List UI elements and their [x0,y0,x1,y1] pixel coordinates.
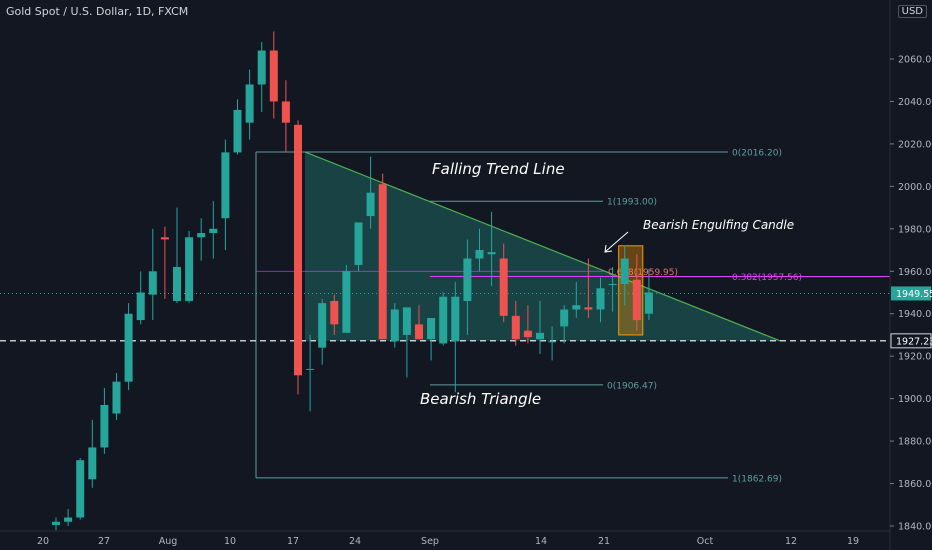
annotation-bearish-engulfing: Bearish Engulfing Candle [643,218,795,232]
candle-body[interactable] [390,309,399,342]
y-tick-label: 2020.00 [898,139,932,150]
candle-body[interactable] [88,447,97,480]
candle-body[interactable] [596,288,605,310]
annotation-arrow [604,231,629,253]
candle-body[interactable] [536,332,544,340]
candle-body[interactable] [330,300,339,325]
currency-badge[interactable]: USD [897,5,927,18]
y-tick-label: 2040.00 [898,97,932,108]
candle-body[interactable] [294,124,302,376]
fib-label: 1(1862.69) [732,474,782,484]
candle-body[interactable] [281,101,290,123]
candle-body[interactable] [245,84,254,123]
candle-body[interactable] [439,296,448,344]
candle-body[interactable] [487,252,496,255]
y-tick-label: 2060.00 [898,55,932,66]
candle-body[interactable] [560,309,569,327]
candle-body[interactable] [112,381,121,414]
x-tick-label: 12 [785,536,797,547]
candle-body[interactable] [233,109,242,153]
candle-body[interactable] [463,258,472,301]
x-tick-label: 14 [535,536,547,547]
price-label: 1927.23 [896,336,932,347]
y-tick-label: 1860.00 [898,479,932,490]
annotation-falling-trend-line: Falling Trend Line [432,160,565,178]
price-axis[interactable] [890,0,932,550]
candle-body[interactable] [475,250,484,259]
candle-body[interactable] [499,258,508,316]
candle-body[interactable] [378,184,387,340]
price-label: 1949.55 [896,289,932,300]
x-tick-label: 20 [37,536,49,547]
candle-body[interactable] [306,368,315,370]
price-label-badge [891,286,931,301]
candle-body[interactable] [584,307,593,310]
y-tick-label: 1900.00 [898,394,932,405]
y-tick-label: 1840.00 [898,522,932,533]
candle-body[interactable] [644,292,653,314]
fib-label: 0.382(1957.56) [732,273,802,283]
candle-body[interactable] [269,50,278,102]
x-tick-label: Sep [421,536,439,547]
candle-body[interactable] [427,317,436,340]
chart-title: Gold Spot / U.S. Dollar, 1D, FXCM [6,5,189,18]
candle-body[interactable] [511,315,520,340]
fib-label: 0(1906.47) [607,381,657,391]
candle-body[interactable] [620,258,629,285]
candle-body[interactable] [148,271,157,295]
candle-body[interactable] [209,228,218,234]
candle-body[interactable] [402,307,411,335]
x-tick-label: 19 [847,536,859,547]
y-tick-label: 1880.00 [898,437,932,448]
candle-body[interactable] [548,341,557,343]
candle-body[interactable] [160,237,169,240]
y-tick-label: 1920.00 [898,352,932,363]
candle-body[interactable] [632,279,641,321]
y-tick-label: 1940.00 [898,309,932,320]
fib-label: 1(1993.00) [607,198,657,208]
candle-body[interactable] [366,192,375,217]
x-tick-label: 24 [349,536,361,547]
y-tick-label: 2000.00 [898,182,932,193]
y-tick-label: 1980.00 [898,224,932,235]
x-tick-label: 21 [598,536,610,547]
price-label-badge [890,333,932,349]
candle-body[interactable] [52,521,60,525]
candle-body[interactable] [76,460,85,518]
candle-body[interactable] [100,405,109,448]
candle-body[interactable] [354,222,363,265]
candle-body[interactable] [451,296,460,342]
x-tick-label: 17 [287,536,299,547]
candle-body[interactable] [64,517,73,522]
x-tick-label: 27 [98,536,110,547]
annotation-bearish-triangle: Bearish Triangle [420,390,542,408]
candle-body[interactable] [523,330,532,338]
y-tick-label: 1960.00 [898,267,932,278]
candle-body[interactable] [342,271,351,333]
candle-body[interactable] [124,313,133,382]
x-tick-label: 10 [224,536,236,547]
candle-body[interactable] [173,267,181,301]
falling-trend-line[interactable] [304,151,781,342]
candle-body[interactable] [257,50,266,85]
candle-body[interactable] [197,233,206,238]
candle-body[interactable] [221,152,230,219]
candle-body[interactable] [415,324,423,340]
candle-body[interactable] [318,303,327,348]
candle-body[interactable] [185,237,194,301]
candle-body[interactable] [572,305,581,310]
x-tick-label: Oct [697,536,714,547]
candle-body[interactable] [136,292,145,321]
x-tick-label: Aug [159,536,178,547]
fib-label: 0(2016.20) [732,148,782,158]
candle-body[interactable] [608,284,617,286]
annotation-arrowhead [604,244,613,253]
